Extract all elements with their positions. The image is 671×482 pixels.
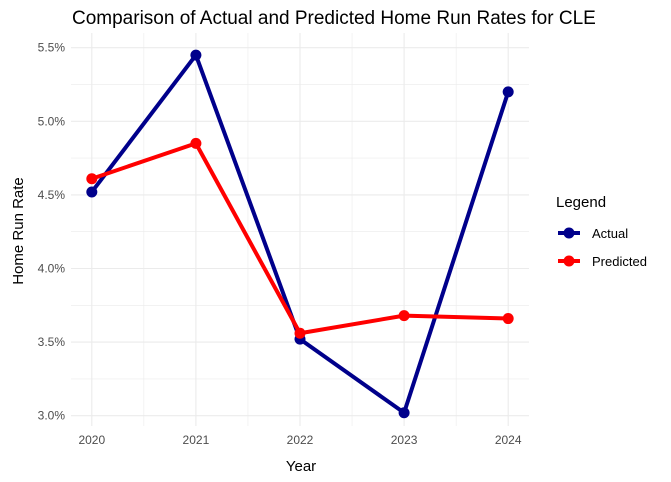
legend-key-point (563, 255, 575, 267)
data-point-predicted (86, 173, 98, 185)
data-point-predicted (398, 310, 410, 322)
legend: Legend Actual Predicted (556, 194, 647, 269)
grid (71, 33, 529, 426)
y-axis-label: Home Run Rate (10, 177, 27, 285)
series-layer (86, 49, 514, 419)
legend-key-point (563, 227, 575, 239)
y-tick-label: 4.0% (38, 262, 66, 276)
y-tick-label: 4.5% (38, 188, 66, 202)
chart-title: Comparison of Actual and Predicted Home … (72, 8, 596, 29)
x-tick-label: 2021 (183, 433, 210, 447)
data-point-predicted (294, 327, 306, 339)
data-point-actual (86, 186, 98, 198)
series-actual (86, 49, 514, 419)
data-point-predicted (190, 137, 202, 149)
data-point-actual (190, 49, 202, 61)
x-tick-label: 2023 (391, 433, 418, 447)
series-predicted (86, 137, 514, 339)
legend-label: Actual (592, 226, 628, 241)
legend-item-actual: Actual (558, 226, 628, 241)
y-tick-label: 3.0% (38, 409, 66, 423)
x-tick-label: 2020 (78, 433, 105, 447)
y-tick-label: 5.0% (38, 114, 66, 128)
data-point-predicted (502, 313, 514, 325)
x-axis-label: Year (286, 458, 316, 475)
legend-item-predicted: Predicted (558, 254, 647, 269)
x-tick-label: 2024 (495, 433, 522, 447)
y-tick-label: 5.5% (38, 41, 66, 55)
legend-label: Predicted (592, 254, 647, 269)
x-axis-ticks: 2020 2021 2022 2023 2024 (78, 433, 521, 447)
y-tick-label: 3.5% (38, 335, 66, 349)
y-axis-ticks: 3.0% 3.5% 4.0% 4.5% 5.0% 5.5% (38, 41, 66, 423)
data-point-actual (398, 407, 410, 419)
legend-title: Legend (556, 194, 606, 211)
x-tick-label: 2022 (287, 433, 314, 447)
data-point-actual (502, 86, 514, 98)
